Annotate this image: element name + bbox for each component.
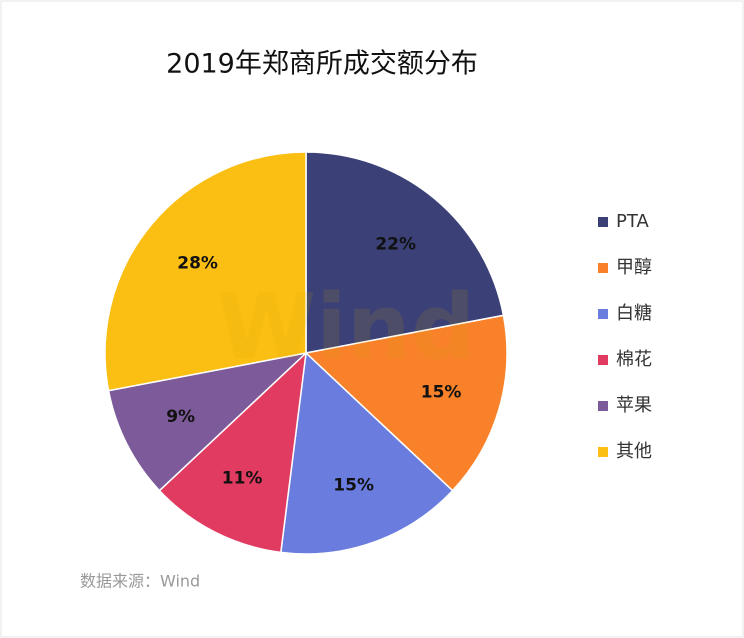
slice [305,151,505,354]
legend-label: PTA [616,211,649,232]
data-label: 11% [222,468,263,488]
legend-swatch [598,217,608,227]
data-label: 15% [421,382,462,402]
legend-label: 苹果 [616,395,652,416]
legend-label: 棉花 [616,349,652,370]
data-label: 28% [177,253,218,273]
legend-label: 甲醇 [616,257,652,278]
pie: 22% 15% 15% 11% 9% 28% [104,151,508,555]
data-label: 9% [166,407,195,427]
legend-label: 白糖 [616,303,652,324]
legend-swatch [598,263,608,273]
legend-swatch [598,355,608,365]
slice [104,151,307,392]
slice [158,351,308,554]
data-label: 22% [375,235,416,255]
legend-swatch [598,309,608,319]
legend-label: 其他 [616,441,652,462]
watermark: Wind [217,275,476,380]
legend-swatch [598,447,608,457]
chart-title: 2019年郑商所成交额分布 [166,49,478,80]
slice [304,314,508,492]
slice [107,351,309,492]
data-label: 15% [333,475,374,495]
legend-swatch [598,401,608,411]
source: 数据来源：Wind [80,572,200,591]
slice [279,351,454,555]
